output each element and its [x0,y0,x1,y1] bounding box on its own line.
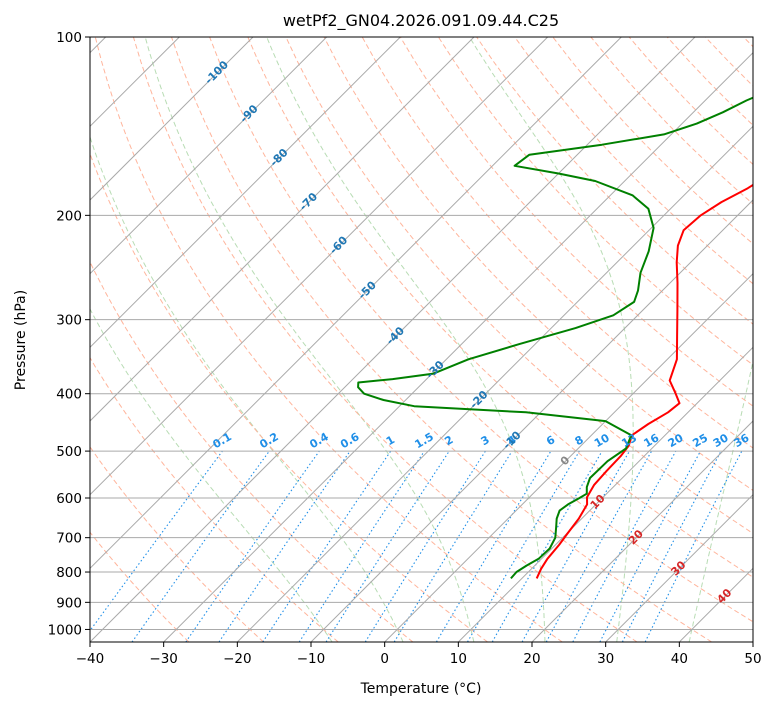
moist-adiabat-line [144,37,475,642]
mixing-ratio-line [218,450,351,642]
mixing-ratio-line [185,450,320,642]
moist-adiabat-line [266,37,546,642]
dewpoint-profile-line [357,96,753,580]
y-tick-label: 100 [56,30,82,46]
moist-adiabat-line [90,135,404,642]
dry-adiabat-line [285,37,753,535]
x-tick-label: 30 [597,651,614,667]
y-tick-label: 800 [56,565,82,581]
x-tick-label: −40 [76,651,105,667]
mixing-ratio-line [90,450,223,632]
x-tick-label: 20 [523,651,540,667]
y-tick-label: 1000 [48,622,82,638]
mixing-ratio-line [298,450,425,642]
temperature-profile-line [535,183,753,579]
dry-adiabat-line [171,37,712,642]
isotherms [90,37,753,642]
y-tick-label: 600 [56,491,82,507]
isotherm-line [384,272,753,642]
dry-adiabat-line [90,531,190,642]
dry-adiabat-line [247,37,753,578]
isotherm-line [310,199,753,642]
dry-adiabat-line [323,37,753,491]
isotherm-line [457,346,753,642]
isotherm-line [531,420,753,642]
dry-adiabat-line [361,37,753,449]
moist-adiabat-line [688,358,753,642]
dry-adiabat-line [399,37,753,407]
mixing-ratio-lines [90,450,743,642]
y-tick-label: 700 [56,531,82,547]
isotherm-line [90,37,696,642]
mixing-ratio-line [644,450,743,642]
isotherm-line [90,37,254,201]
dry-adiabat-line [90,356,339,642]
y-tick-label: 200 [56,208,82,224]
chart-title: wetPf2_GN04.2026.091.09.44.C25 [283,11,559,31]
x-tick-label: −20 [223,651,252,667]
isotherm-line [90,37,328,275]
x-tick-label: 50 [744,651,761,667]
mixing-ratio-line [325,450,450,642]
dry-adiabat-line [514,37,753,285]
moist-adiabat-line [90,308,333,642]
plot-frame [89,36,754,643]
x-axis-label: Temperature (°C) [360,681,482,697]
dry-adiabat-line [132,37,638,642]
dry-adiabat-line [209,37,753,623]
y-axis-label: Pressure (hPa) [13,290,29,390]
profile-series [357,96,753,580]
pressure-gridlines [90,37,753,630]
isotherm-line [163,51,753,642]
y-axis-ticks: 100 200 300 400 500 600 700 800 900 1000 [48,30,90,638]
moist-adiabats [90,37,753,642]
dry-adiabat-line [90,446,264,642]
dry-adiabat-line [437,37,753,366]
dry-adiabat-line [90,152,488,642]
mixing-ratio-line [131,450,270,642]
isotherm-line [90,37,549,496]
mixing-ratio-line [393,450,513,642]
isotherm-line [236,125,753,642]
mixing-ratio-line [572,450,677,642]
x-tick-label: 40 [671,651,688,667]
x-tick-label: −10 [297,651,326,667]
isotherm-line [90,37,622,570]
x-tick-label: 0 [380,651,389,667]
y-tick-label: 500 [56,444,82,460]
mixing-ratio-line [545,450,653,642]
x-tick-label: 10 [450,651,467,667]
x-axis-ticks: −40 −30 −20 −10 0 10 20 30 40 50 [76,642,762,667]
x-tick-label: −30 [149,651,178,667]
dry-adiabat-line [94,37,563,642]
isotherm-line [90,37,475,422]
mixing-ratio-line [262,450,392,642]
y-tick-label: 400 [56,387,82,403]
y-tick-label: 900 [56,595,82,611]
mixing-ratio-line [521,450,630,642]
isotherm-line [605,493,753,642]
isotherm-line [90,37,401,349]
y-tick-label: 300 [56,313,82,329]
